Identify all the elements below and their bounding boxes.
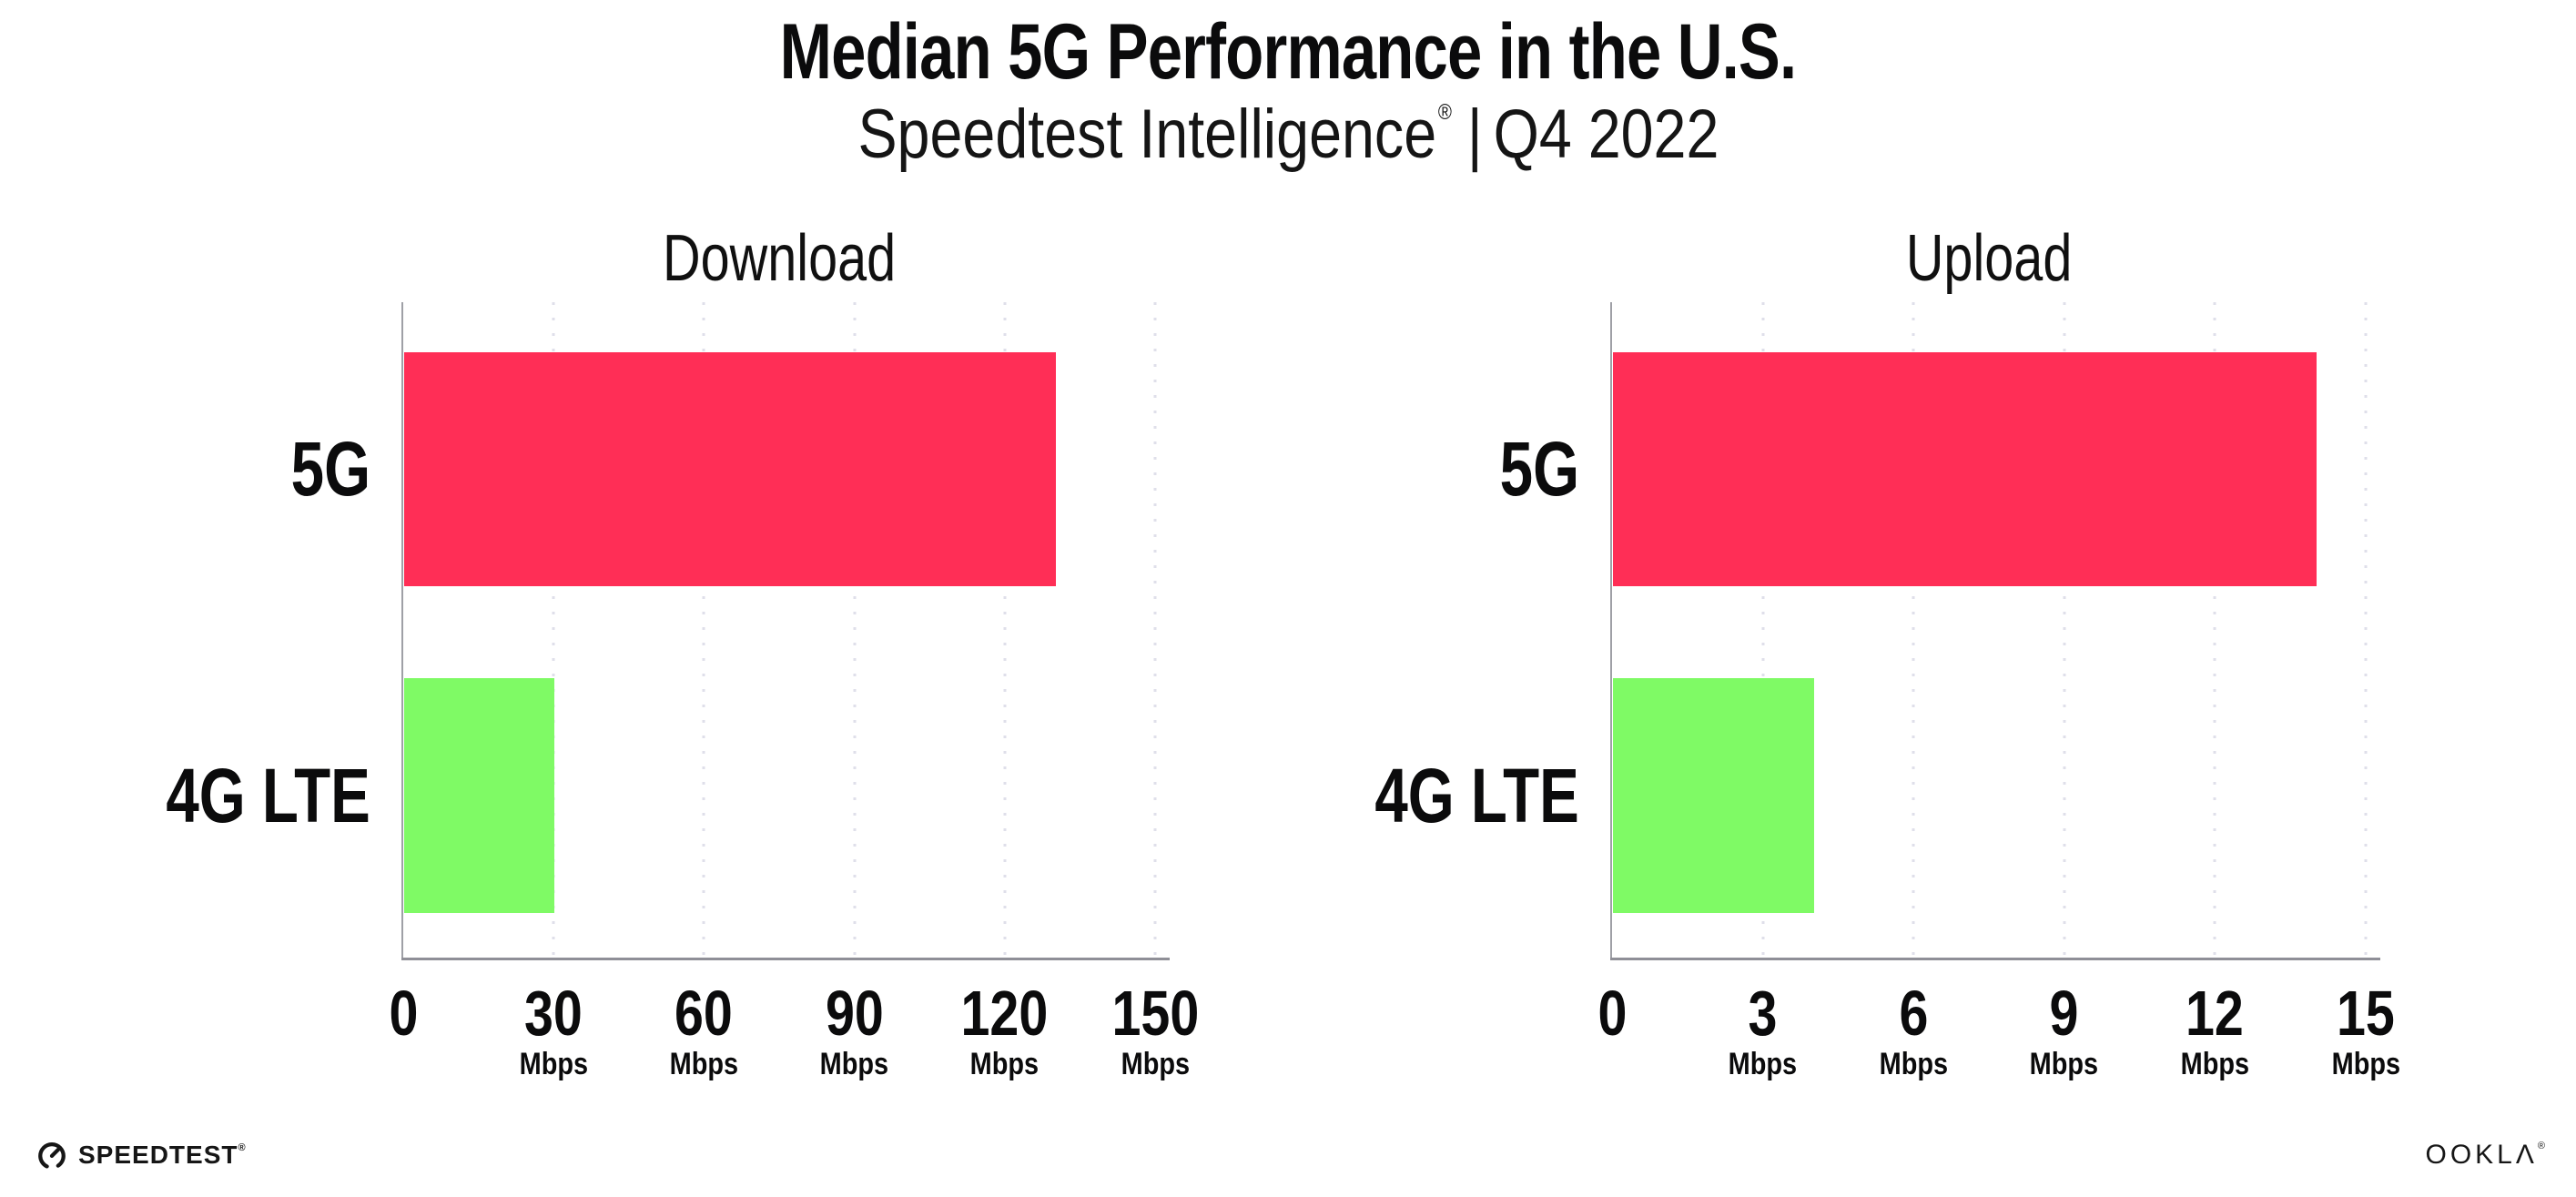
download-4g-lte-bar — [404, 678, 555, 913]
gauge-icon — [36, 1140, 67, 1171]
gridline-6 — [1912, 302, 1915, 959]
page-subtitle-text: Speedtest Intelligence® | Q4 2022 — [857, 95, 1719, 174]
upload-chart-title: Upload — [1905, 222, 2073, 295]
upload-x-axis-line — [1610, 958, 2380, 960]
upload-4g-lte-label: 4G LTE — [1374, 753, 1579, 838]
download-tick-30: 30 Mbps — [519, 978, 588, 1081]
gridline-3 — [1761, 302, 1765, 959]
gridline-120 — [1003, 302, 1007, 959]
download-tick-60: 60 Mbps — [669, 978, 739, 1081]
subtitle-brand: Speedtest Intelligence — [857, 96, 1436, 173]
download-tick-150: 150 Mbps — [1111, 978, 1199, 1081]
download-5g-bar — [404, 352, 1056, 586]
upload-tick-6: 6 Mbps — [1879, 978, 1948, 1081]
download-tick-0: 0 — [389, 978, 418, 1049]
speedtest-logo: SPEEDTEST® — [36, 1140, 247, 1171]
download-4g-lte-label: 4G LTE — [166, 753, 370, 838]
subtitle-period: Q4 2022 — [1493, 96, 1719, 173]
gridline-9 — [2063, 302, 2066, 959]
download-x-axis-line — [401, 958, 1170, 960]
upload-5g-label: 5G — [1499, 426, 1579, 512]
upload-chart: Upload 5G 4G LTE 0 3 Mbps 6 Mbps 9 M — [1375, 222, 2400, 1081]
gridline-30 — [552, 302, 555, 959]
speedtest-wordmark: SPEEDTEST® — [78, 1141, 247, 1169]
download-y-axis-line — [401, 302, 403, 959]
upload-tick-9: 9 Mbps — [2030, 978, 2099, 1081]
upload-tick-15: 15 Mbps — [2331, 978, 2400, 1081]
download-chart-title: Download — [662, 222, 897, 295]
page-subtitle: Speedtest Intelligence® | Q4 2022 — [0, 95, 2576, 174]
gridline-60 — [702, 302, 705, 959]
upload-y-axis-line — [1610, 302, 1612, 959]
ookla-registered-mark: ® — [2537, 1141, 2549, 1151]
subtitle-separator: | — [1466, 96, 1483, 173]
upload-tick-3: 3 Mbps — [1728, 978, 1798, 1081]
download-5g-label: 5G — [290, 426, 370, 512]
page-title-text: Median 5G Performance in the U.S. — [779, 8, 1798, 96]
ookla-logo: OOKLΛ® — [2425, 1140, 2549, 1171]
upload-tick-0: 0 — [1597, 978, 1627, 1049]
registered-mark: ® — [1437, 100, 1452, 125]
gridline-12 — [2213, 302, 2216, 959]
upload-tick-12: 12 Mbps — [2180, 978, 2250, 1081]
download-tick-120: 120 Mbps — [960, 978, 1049, 1081]
speedtest-registered-mark: ® — [238, 1142, 247, 1153]
ookla-wordmark: OOKLΛ — [2425, 1140, 2538, 1170]
gridline-15 — [2364, 302, 2368, 959]
gridline-150 — [1153, 302, 1157, 959]
download-tick-90: 90 Mbps — [819, 978, 889, 1081]
upload-5g-bar — [1613, 352, 2317, 586]
upload-4g-lte-bar — [1613, 678, 1814, 913]
gridline-90 — [853, 302, 857, 959]
download-chart: Download 5G 4G LTE 0 30 Mbps 60 Mbps 90 — [167, 222, 1199, 1081]
page-title: Median 5G Performance in the U.S. — [0, 7, 2576, 97]
